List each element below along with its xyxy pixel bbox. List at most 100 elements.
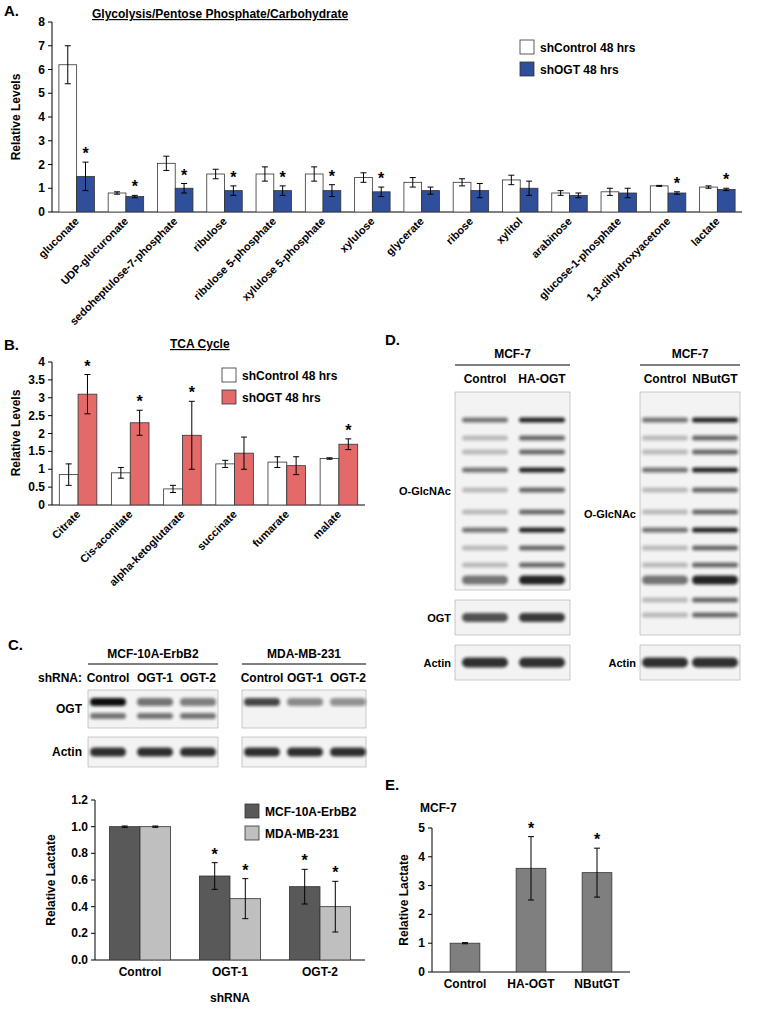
blot-band: [692, 563, 738, 568]
y-tick-label: 6: [38, 63, 45, 77]
blot-band: [642, 418, 688, 423]
bar: [668, 193, 686, 212]
bar: [108, 193, 126, 212]
blot-strip: [88, 737, 218, 767]
y-tick: [48, 140, 52, 141]
y-tick: [48, 212, 52, 213]
significance-marker: *: [345, 422, 352, 439]
error-bar: [230, 186, 236, 196]
blot-strip: [88, 690, 218, 728]
legend-label: MDA-MB-231: [265, 827, 339, 841]
row-label: O-GlcNAc: [584, 508, 636, 520]
x-tick-label: ribose: [444, 215, 476, 247]
legend-swatch: [245, 804, 259, 818]
significance-marker: *: [212, 846, 219, 863]
y-tick-label: 2: [38, 427, 45, 441]
y-tick-label: 5: [38, 86, 45, 100]
x-tick-label: gluconate: [36, 215, 81, 260]
x-tick-label: xylitol: [494, 215, 525, 246]
error-bar: [508, 175, 514, 185]
blot-band: [642, 546, 688, 551]
y-axis-label: Relative Lactate: [397, 854, 411, 946]
plot-marks: [450, 837, 612, 972]
significance-marker: *: [230, 169, 237, 186]
lane-label: Control: [87, 671, 130, 685]
y-tick-label: 3.5: [28, 373, 45, 387]
x-tick-label: lactate: [689, 215, 722, 248]
lane-label: OGT-2: [330, 671, 366, 685]
chart-panel: Relative LactateshRNA0.00.20.40.60.81.01…: [44, 793, 365, 1005]
blot-band: [642, 436, 688, 441]
y-tick: [91, 853, 95, 854]
blot-strip: [455, 645, 570, 680]
blot-band: [287, 698, 323, 706]
error-bar: [459, 179, 465, 186]
blot-band: [642, 563, 688, 568]
y-axis: [432, 828, 433, 972]
error-bar: [152, 826, 158, 827]
chart-panel: E.MCF-7Relative Lactate012345ControlHA-O…: [385, 776, 630, 991]
y-tick: [48, 117, 52, 118]
error-bar: [65, 46, 71, 84]
x-tick-label: xylulose 5-phosphate: [239, 215, 327, 303]
blot-band: [692, 613, 738, 618]
chart-title: Glycolysis/Pentose Phosphate/Carbohydrat…: [92, 7, 348, 21]
y-tick-label: 1.0: [71, 820, 88, 834]
y-tick: [48, 362, 52, 363]
plot-marks: [59, 46, 735, 212]
bar: [339, 444, 358, 505]
blot-strip: [242, 690, 366, 728]
significance-marker: *: [84, 358, 91, 375]
blot-band: [692, 488, 738, 493]
significance-marker: *: [280, 169, 287, 186]
error-bar: [311, 167, 317, 181]
error-bar: [625, 188, 631, 198]
bar: [450, 943, 480, 972]
y-tick: [48, 69, 52, 70]
x-tick-label: Control: [444, 977, 487, 991]
y-tick-label: 1: [418, 936, 425, 950]
y-tick-label: 0.2: [71, 926, 88, 940]
lane-label: Control: [464, 372, 507, 386]
error-bar: [66, 464, 72, 485]
blot-band: [462, 488, 508, 493]
significance-marker: *: [528, 820, 535, 837]
y-tick: [91, 880, 95, 881]
legend-label: shOGT 48 hrs: [540, 63, 619, 77]
x-axis-label: shRNA: [210, 991, 250, 1005]
bar: [126, 197, 144, 212]
blot-band: [692, 418, 738, 423]
y-axis-label: Relative Levels: [9, 73, 23, 160]
chart-panel: A.Glycolysis/Pentose Phosphate/Carbohydr…: [4, 2, 742, 327]
blot-band: [462, 528, 508, 533]
blot-band: [180, 713, 216, 719]
y-tick-label: 3: [38, 134, 45, 148]
y-tick-label: 0.4: [71, 900, 88, 914]
y-tick: [428, 943, 432, 944]
blot-band: [330, 748, 366, 757]
bar: [140, 827, 171, 960]
blot-band: [642, 576, 688, 585]
error-bar: [302, 869, 308, 904]
significance-marker: *: [181, 167, 188, 184]
bar: [320, 459, 339, 505]
blot-band: [519, 450, 565, 455]
y-tick: [91, 933, 95, 934]
blot-band: [519, 468, 565, 473]
x-tick-label: 1,3-dihydroxyacetone: [584, 215, 672, 303]
error-bar: [723, 188, 729, 190]
blot-panel: D.MCF-7ControlHA-OGTO-GlcNAcOGTActinMCF-…: [385, 331, 740, 680]
y-tick-label: 0.5: [28, 480, 45, 494]
bar: [717, 189, 735, 212]
y-tick: [48, 469, 52, 470]
error-bar: [262, 167, 268, 181]
error-bar: [213, 169, 219, 179]
blot-band: [519, 436, 565, 441]
x-axis: [52, 212, 742, 213]
y-tick: [48, 93, 52, 94]
blot-band: [519, 658, 565, 668]
y-tick: [48, 505, 52, 506]
blot-band: [90, 698, 126, 706]
chart-panel: B.TCA CycleRelative Levels00.511.522.533…: [4, 336, 365, 588]
significance-marker: *: [594, 831, 601, 848]
